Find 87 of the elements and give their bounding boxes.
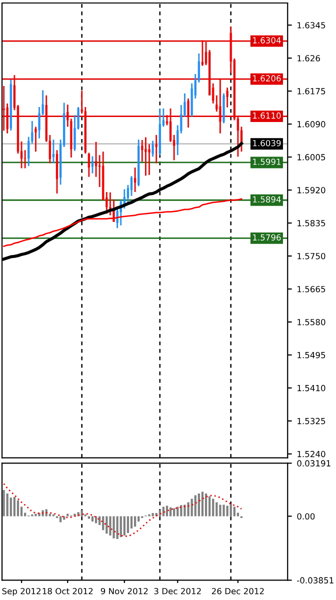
bar <box>184 504 186 516</box>
candlestick <box>34 126 37 152</box>
bar <box>166 506 168 516</box>
bar <box>204 493 208 516</box>
ref-line-label: 1.6110 <box>253 112 281 119</box>
bar <box>94 516 98 524</box>
bar <box>109 516 112 536</box>
bar <box>187 502 190 516</box>
candlestick <box>236 116 240 158</box>
y-tick-label: 1.5750 <box>298 252 326 260</box>
y-tick-label: 1.6345 <box>298 22 326 28</box>
bar <box>106 516 108 534</box>
candlestick <box>152 140 154 158</box>
bar <box>226 506 228 516</box>
candlestick <box>94 141 98 178</box>
bar <box>216 502 218 516</box>
bar <box>176 506 179 516</box>
candlestick <box>52 138 55 164</box>
y-tick-label: 1.5835 <box>298 220 326 226</box>
ref-line-label: 1.6304 <box>253 37 281 44</box>
bar <box>34 514 37 516</box>
bar <box>66 514 69 516</box>
candlestick <box>24 149 26 170</box>
bar <box>91 516 94 522</box>
x-tick-label: 3 Dec 2012 <box>154 588 201 594</box>
x-tick-label: 26 Dec 2012 <box>212 588 264 594</box>
bar <box>134 516 136 527</box>
y-tick-label: 1.6005 <box>298 154 326 160</box>
candlestick <box>91 156 94 174</box>
ref-line-label: 1.5894 <box>253 196 281 203</box>
candlestick <box>88 152 90 178</box>
bar <box>126 516 130 533</box>
bar <box>198 493 200 516</box>
bar <box>116 516 118 539</box>
bar <box>123 516 126 536</box>
y-tick-label: -0.03851 <box>297 577 334 584</box>
bar <box>169 507 172 516</box>
y-tick-label: 1.5410 <box>298 384 326 392</box>
bar <box>212 498 214 516</box>
candlestick <box>2 85 5 132</box>
y-tick-label: 0.00 <box>297 513 315 520</box>
bar <box>112 516 115 538</box>
bar <box>173 508 176 516</box>
candlestick <box>6 102 8 134</box>
bar <box>152 513 154 516</box>
bar <box>88 516 90 519</box>
candlestick <box>28 136 30 167</box>
y-tick-label: 1.6175 <box>298 88 326 94</box>
candlestick <box>134 166 136 193</box>
x-tick-label: Sep 2012 <box>2 588 40 596</box>
y-tick-label: 0.03191 <box>297 460 330 466</box>
bar <box>219 504 222 516</box>
candlestick <box>187 98 190 128</box>
line-series <box>3 482 242 537</box>
bar <box>201 492 204 516</box>
y-tick-label: 1.6090 <box>298 121 326 128</box>
y-tick-label: 1.5240 <box>298 450 326 458</box>
bar <box>6 493 8 516</box>
ref-line-label: 1.5991 <box>253 158 281 165</box>
y-tick-label: 1.5325 <box>298 418 326 424</box>
y-tick-label: 1.5665 <box>298 286 326 292</box>
bar <box>2 490 5 516</box>
bar <box>16 500 20 516</box>
bar <box>102 516 104 530</box>
bar <box>130 516 133 529</box>
candlestick <box>130 175 133 197</box>
bar <box>233 506 236 516</box>
candlestick <box>219 78 222 134</box>
bar <box>208 496 211 516</box>
y-tick-label: 1.5495 <box>298 352 326 358</box>
y-tick-label: 1.5580 <box>298 318 326 326</box>
x-tick-label: 9 Nov 2012 <box>100 588 148 594</box>
candlestick <box>226 86 228 108</box>
bar <box>59 516 62 522</box>
y-tick-label: 1.626 <box>298 55 320 62</box>
bar <box>222 504 225 516</box>
bar <box>120 516 122 538</box>
candlestick <box>144 136 147 176</box>
ref-line-label: 1.6039 <box>253 140 281 146</box>
candlestick <box>169 108 172 143</box>
ref-line-label: 1.5796 <box>253 234 281 241</box>
bar <box>10 498 12 516</box>
ref-line-label: 1.6206 <box>253 75 281 82</box>
y-tick-label: 1.5920 <box>298 187 326 194</box>
line-series <box>3 198 242 248</box>
bar <box>13 496 16 516</box>
x-tick-label: 18 Oct 2012 <box>42 588 93 594</box>
